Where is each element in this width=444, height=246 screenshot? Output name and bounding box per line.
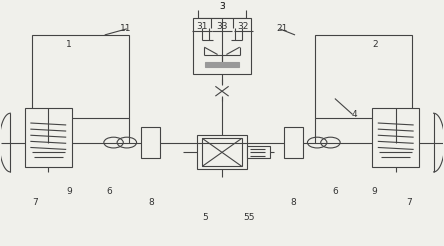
Bar: [193, 18, 251, 74]
Text: 9: 9: [67, 187, 72, 196]
Bar: [205, 62, 239, 67]
Text: 4: 4: [352, 110, 357, 119]
Text: 55: 55: [243, 213, 254, 222]
Bar: [284, 127, 302, 158]
Text: 9: 9: [372, 187, 377, 196]
Bar: [373, 108, 419, 167]
Text: 7: 7: [406, 198, 412, 207]
Text: 1: 1: [67, 40, 72, 49]
Text: 8: 8: [148, 198, 154, 207]
Text: 3: 3: [219, 2, 225, 11]
Text: 6: 6: [332, 187, 338, 196]
Bar: [202, 138, 242, 166]
Text: 3: 3: [219, 2, 225, 11]
Text: 21: 21: [276, 24, 287, 33]
Bar: [32, 35, 129, 118]
Text: 2: 2: [372, 40, 377, 49]
Text: 32: 32: [238, 22, 249, 31]
Text: 11: 11: [120, 24, 132, 33]
Bar: [142, 127, 160, 158]
Text: 6: 6: [106, 187, 112, 196]
Text: 5: 5: [203, 213, 209, 222]
Bar: [197, 135, 247, 169]
Bar: [247, 146, 270, 158]
Bar: [25, 108, 71, 167]
Text: 7: 7: [32, 198, 38, 207]
Text: 33: 33: [216, 22, 228, 31]
Text: 8: 8: [290, 198, 296, 207]
Bar: [315, 35, 412, 118]
Text: 31: 31: [196, 22, 208, 31]
